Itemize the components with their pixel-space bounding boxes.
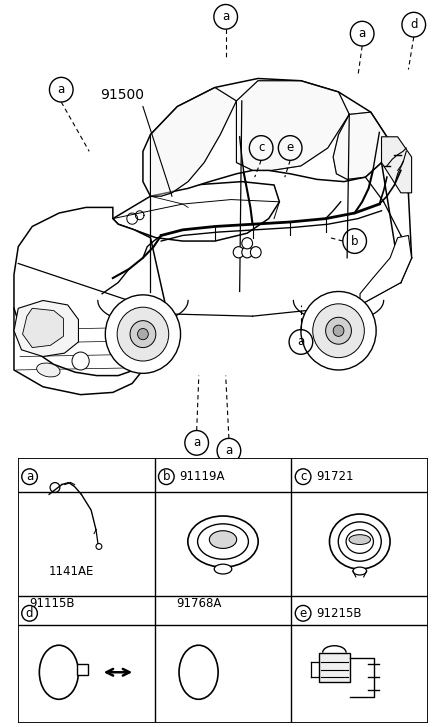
Text: c: c — [258, 142, 264, 155]
Polygon shape — [14, 207, 169, 376]
Ellipse shape — [338, 522, 381, 561]
Ellipse shape — [37, 363, 60, 377]
Ellipse shape — [198, 524, 248, 559]
Text: 91119A: 91119A — [179, 470, 224, 483]
Text: 91721: 91721 — [316, 470, 353, 483]
Ellipse shape — [346, 530, 373, 553]
Polygon shape — [14, 300, 78, 356]
Text: a: a — [222, 10, 229, 23]
Text: 91768A: 91768A — [176, 597, 221, 610]
Circle shape — [333, 325, 344, 337]
Circle shape — [137, 329, 149, 340]
Text: b: b — [351, 235, 359, 248]
Text: c: c — [300, 470, 306, 483]
Text: a: a — [58, 83, 65, 96]
Polygon shape — [150, 87, 236, 196]
Text: b: b — [163, 470, 170, 483]
Circle shape — [313, 304, 364, 358]
Text: a: a — [225, 444, 232, 457]
Polygon shape — [360, 236, 412, 305]
Polygon shape — [143, 79, 387, 196]
Text: a: a — [193, 436, 200, 449]
Polygon shape — [23, 308, 63, 348]
Circle shape — [105, 295, 181, 374]
Circle shape — [301, 292, 376, 370]
Text: e: e — [286, 142, 294, 155]
Circle shape — [117, 308, 169, 361]
FancyBboxPatch shape — [319, 653, 350, 682]
Text: 91500: 91500 — [100, 88, 144, 103]
Circle shape — [233, 246, 244, 258]
Text: e: e — [299, 607, 307, 620]
Text: a: a — [359, 27, 366, 40]
Ellipse shape — [330, 514, 390, 569]
Ellipse shape — [39, 646, 78, 699]
Ellipse shape — [179, 646, 218, 699]
Ellipse shape — [188, 516, 258, 567]
Polygon shape — [78, 664, 88, 675]
Text: a: a — [297, 335, 305, 348]
Text: 1141AE: 1141AE — [49, 565, 94, 577]
Ellipse shape — [209, 531, 237, 548]
Polygon shape — [113, 182, 280, 241]
Text: d: d — [410, 18, 417, 31]
Circle shape — [72, 352, 89, 370]
FancyBboxPatch shape — [18, 458, 428, 723]
Text: 91215B: 91215B — [316, 607, 361, 620]
Text: d: d — [26, 607, 33, 620]
Ellipse shape — [353, 567, 367, 575]
Polygon shape — [333, 112, 387, 180]
Text: 91115B: 91115B — [29, 597, 75, 610]
Ellipse shape — [214, 564, 232, 574]
Ellipse shape — [349, 534, 371, 545]
Polygon shape — [381, 137, 412, 193]
Circle shape — [242, 246, 252, 258]
Circle shape — [242, 238, 252, 249]
Circle shape — [326, 317, 351, 344]
Polygon shape — [236, 81, 349, 170]
Text: a: a — [26, 470, 33, 483]
Circle shape — [250, 246, 261, 258]
Circle shape — [130, 321, 156, 348]
